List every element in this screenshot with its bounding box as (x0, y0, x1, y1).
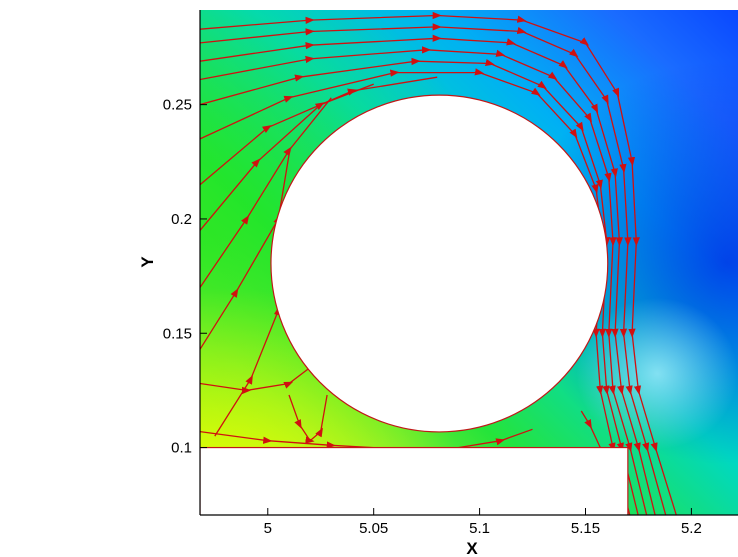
x-tick-label: 5.15 (571, 520, 600, 537)
streamline-15 (580, 410, 601, 448)
cylinder-body (270, 94, 609, 433)
y-tick-label: 0.1 (171, 440, 192, 457)
x-tick-label: 5.1 (469, 520, 490, 537)
x-axis-title: X (466, 539, 478, 557)
streamline-16 (458, 428, 533, 449)
y-axis-title: Y (138, 256, 157, 268)
wall-block (200, 446, 629, 515)
streamline-10 (200, 154, 290, 350)
x-tick-label: 5.05 (359, 520, 388, 537)
streamline-9 (200, 97, 332, 288)
y-tick-label: 0.2 (171, 211, 192, 228)
streamline-8 (200, 83, 374, 231)
y-tick-label: 0.25 (163, 97, 192, 114)
x-tick-label: 5.2 (681, 520, 702, 537)
axes: 5 5.05 5.1 5.15 5.2 0.1 0.15 0.2 0.25 (163, 10, 738, 537)
y-tick-label: 0.15 (163, 325, 192, 342)
streamline-12 (200, 366, 311, 395)
streamline-14 (288, 394, 328, 444)
streamlines (200, 11, 677, 515)
x-tick-label: 5 (264, 520, 272, 537)
streamline-6 (200, 68, 631, 515)
